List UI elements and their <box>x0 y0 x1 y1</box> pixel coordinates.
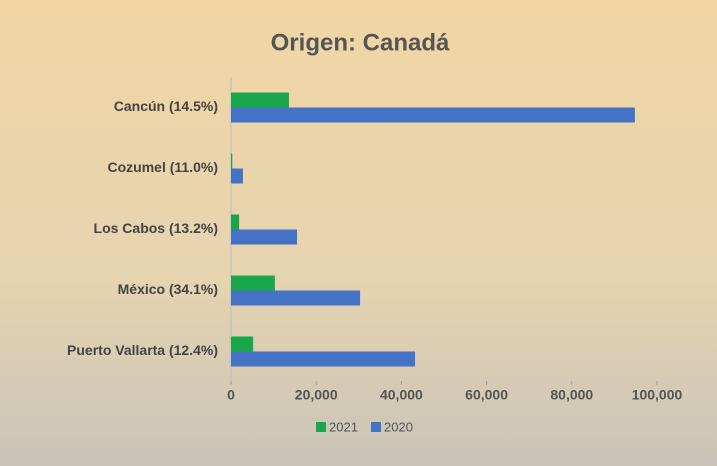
x-tick-label: 40,000 <box>380 387 423 403</box>
legend-swatch <box>316 422 326 432</box>
y-tick-label: Los Cabos (13.2%) <box>94 220 218 236</box>
bar <box>231 92 289 108</box>
y-tick-label: México (34.1%) <box>118 281 218 297</box>
bar <box>231 351 416 367</box>
legend-label: 2020 <box>384 419 413 434</box>
chart-title: Origen: Canadá <box>271 29 450 56</box>
x-tick-label: 80,000 <box>550 387 593 403</box>
x-tick-label: 20,000 <box>295 387 338 403</box>
bar <box>231 290 361 306</box>
bar <box>231 336 254 352</box>
y-tick-label: Puerto Vallarta (12.4%) <box>67 342 218 358</box>
bar <box>231 153 233 169</box>
bar <box>231 229 298 245</box>
legend-label: 2021 <box>329 419 358 434</box>
y-tick-label: Cozumel (11.0%) <box>108 159 218 175</box>
x-tick-label: 100,000 <box>632 387 683 403</box>
x-tick-label: 60,000 <box>465 387 508 403</box>
x-tick-label: 0 <box>227 387 235 403</box>
legend-swatch <box>371 422 381 432</box>
bar <box>231 275 275 291</box>
bar <box>231 107 635 123</box>
y-tick-label: Cancún (14.5%) <box>114 98 218 114</box>
bar <box>231 214 240 230</box>
bar <box>231 168 243 184</box>
